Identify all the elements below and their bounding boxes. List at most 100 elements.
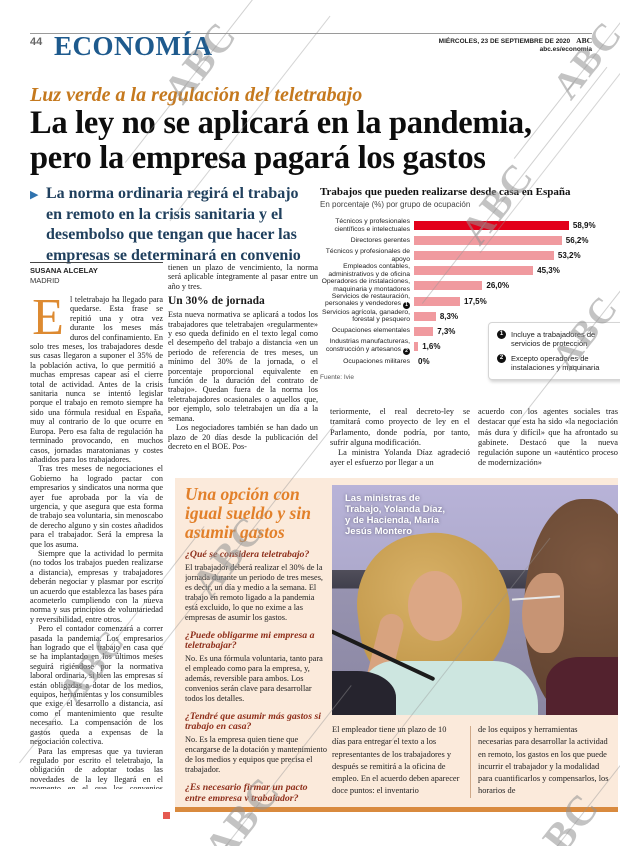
chart-category-label: Ocupaciones elementales — [331, 327, 410, 335]
chart-category-label: Servicios de restauración, personales y … — [325, 292, 410, 310]
deck-bullet-icon: ▶ — [30, 189, 39, 201]
chart-value-label: 7,3% — [437, 326, 456, 336]
chart-subtitle: En porcentaje (%) por grupo de ocupación — [320, 200, 471, 209]
qa-answer: No. Es una fórmula voluntaria, tanto par… — [185, 653, 323, 703]
chart-bar — [414, 221, 569, 231]
ministers-photo: Las ministras de Trabajo, Yolanda Díaz, … — [332, 485, 618, 715]
paragraph: Esta nueva normativa se aplicará a todos… — [168, 310, 318, 423]
section-title: ECONOMÍA — [54, 31, 213, 61]
article-column-4: acuerdo con los agentes sociales tras de… — [478, 407, 618, 473]
paragraph: Para las empresas que ya tuvieran regula… — [30, 746, 163, 790]
headline-line-1: La ley no se aplicará en la pandemia, — [30, 105, 532, 141]
chart-bar — [414, 266, 534, 276]
qa-answer: No. Es la empresa quien tiene que encarg… — [185, 734, 327, 774]
chart-value-label: 56,2% — [565, 236, 589, 246]
chart-source: Fuente: Ivie — [320, 374, 354, 381]
chart-row: Servicios agrícola, ganadero, forestal y… — [320, 309, 618, 324]
chart-category-label: Técnicos y profesionales de apoyo — [325, 248, 410, 263]
sub-headline: Un 30% de jornada — [168, 295, 265, 308]
paragraph: Pero el contador comenzará a correr pasa… — [30, 624, 163, 747]
chart-category-label: Empleados contables, administrativos y d… — [328, 263, 410, 278]
chart-category-label: Operadores de instalaciones, maquinaria … — [321, 278, 410, 293]
paragraph: Siempre que la actividad lo permita (no … — [30, 548, 163, 624]
chart-category-label: Ocupaciones militares — [343, 357, 410, 365]
footnote-marker-icon: 2 — [497, 354, 506, 363]
qa-question: ¿Puede obligarme mi empresa a teletrabaj… — [185, 629, 315, 652]
qa-question: ¿Tendré que asumir más gastos si trabajo… — [185, 710, 322, 733]
chart-row: Empleados contables, administrativos y d… — [320, 263, 618, 278]
chart-bar — [414, 296, 461, 306]
qa-question: ¿Es necesario firmar un pacto entre empr… — [185, 781, 308, 801]
chart-category-label: Servicios agrícola, ganadero, forestal y… — [321, 308, 410, 324]
article-column-2: tienen un plazo de vencimiento, la norma… — [168, 263, 318, 475]
chart-row: Ocupaciones militares 0% — [320, 354, 618, 369]
dateline: MIÉRCOLES, 23 DE SEPTIEMBRE DE 2020 ABC a… — [439, 37, 592, 54]
header-rule — [30, 33, 592, 34]
paragraph: La ministra Yolanda Díaz agradeció ayer … — [330, 448, 470, 468]
kicker: Luz verde a la regulación del teletrabaj… — [30, 84, 363, 106]
page-number: 44 — [30, 36, 43, 48]
chart-legend: 1 Incluye a trabajadores de servicios de … — [488, 322, 620, 380]
chart-bar — [414, 251, 554, 261]
legend-text: Excepto operadores de instalaciones y ma… — [511, 354, 600, 372]
photo-figure-right-face — [522, 573, 564, 653]
paragraph: Tras tres meses de negociaciones el Gobi… — [30, 464, 163, 549]
chart-bar — [414, 326, 434, 336]
chart-row: Servicios de restauración, personales y … — [320, 292, 618, 310]
chart-value-label: 17,5% — [464, 296, 487, 306]
chart-value-label: 53,2% — [557, 251, 581, 261]
qa-question: ¿Qué se considera teletrabajo? — [185, 549, 310, 560]
footnote-marker-icon: 2 — [403, 347, 410, 355]
photo-figure-right-shoulder — [546, 657, 618, 715]
headline-line-2: pero la empresa pagará los gastos — [30, 140, 486, 176]
paragraph: tienen un plazo de vencimiento, la norma… — [168, 263, 318, 291]
chart-rows: Técnicos y profesionales científicos e i… — [320, 218, 618, 369]
chart-bar — [414, 281, 483, 291]
date-text: MIÉRCOLES, 23 DE SEPTIEMBRE DE 2020 — [438, 38, 571, 45]
brand-logo: ABC — [576, 36, 592, 45]
qa-answer: El trabajador deberá realizar el 30% de … — [185, 562, 324, 622]
chart-value-label: 45,3% — [537, 266, 560, 276]
chart-row: Industrias manufactureras, construcción … — [320, 338, 618, 355]
byline-city: MADRID — [30, 276, 60, 285]
qa-sidebar: Una opción con igual sueldo y sin asumir… — [185, 485, 327, 801]
chart-value-label: 8,3% — [439, 311, 459, 321]
feature-column-a: El empleador tiene un plazo de 10 días p… — [332, 725, 460, 796]
chart-row: Directores gerentes 56,2% — [320, 233, 618, 248]
bar-chart: Trabajos que pueden realizarse desde cas… — [320, 186, 620, 386]
paragraph: Los negociadores también se han dado un … — [168, 423, 318, 451]
footnote-marker-icon: 1 — [403, 302, 410, 310]
legend-text: Incluye a trabajadores de servicios de p… — [511, 330, 596, 348]
footnote-marker-icon: 1 — [497, 330, 506, 339]
chart-row: Ocupaciones elementales 7,3% — [320, 324, 618, 339]
site-url: abc.es/economia — [539, 46, 592, 53]
qa-title: Una opción con igual sueldo y sin asumir… — [185, 485, 311, 542]
chart-value-label: 0% — [418, 356, 430, 366]
photo-caption: Las ministras de Trabajo, Yolanda Díaz, … — [345, 493, 445, 537]
chart-category-label: Industrias manufactureras, construcción … — [325, 338, 410, 355]
chart-category-label: Técnicos y profesionales científicos e i… — [334, 217, 410, 233]
abc-watermark: ABC — [544, 12, 620, 107]
chart-value-label: 1,6% — [422, 341, 441, 351]
deck: La norma ordinaria regirá el trabajo en … — [46, 185, 301, 264]
chart-row: Técnicos y profesionales científicos e i… — [320, 218, 618, 233]
feature-box: Una opción con igual sueldo y sin asumir… — [175, 478, 618, 812]
byline-author: SUSANA ALCELAY — [30, 266, 98, 275]
headline: La ley no se aplicará en la pandemia, pe… — [30, 106, 610, 176]
legend-item: 2 Excepto operadores de instalaciones y m… — [497, 354, 620, 372]
chart-row: Operadores de instalaciones, maquinaria … — [320, 278, 618, 293]
paragraph: acuerdo con los agentes sociales tras de… — [478, 407, 618, 468]
photo-figure-left-face — [408, 571, 462, 641]
column-divider — [470, 726, 471, 798]
chart-bar — [414, 236, 562, 246]
chart-row: Técnicos y profesionales de apoyo 53,2% — [320, 248, 618, 263]
chart-title: Trabajos que pueden realizarse desde cas… — [320, 186, 571, 198]
chart-category-label: Directores gerentes — [350, 236, 410, 244]
watermark-red-square — [163, 812, 170, 819]
chart-bar — [414, 311, 436, 321]
chart-value-label: 58,9% — [572, 221, 596, 231]
byline-rule — [30, 262, 163, 263]
